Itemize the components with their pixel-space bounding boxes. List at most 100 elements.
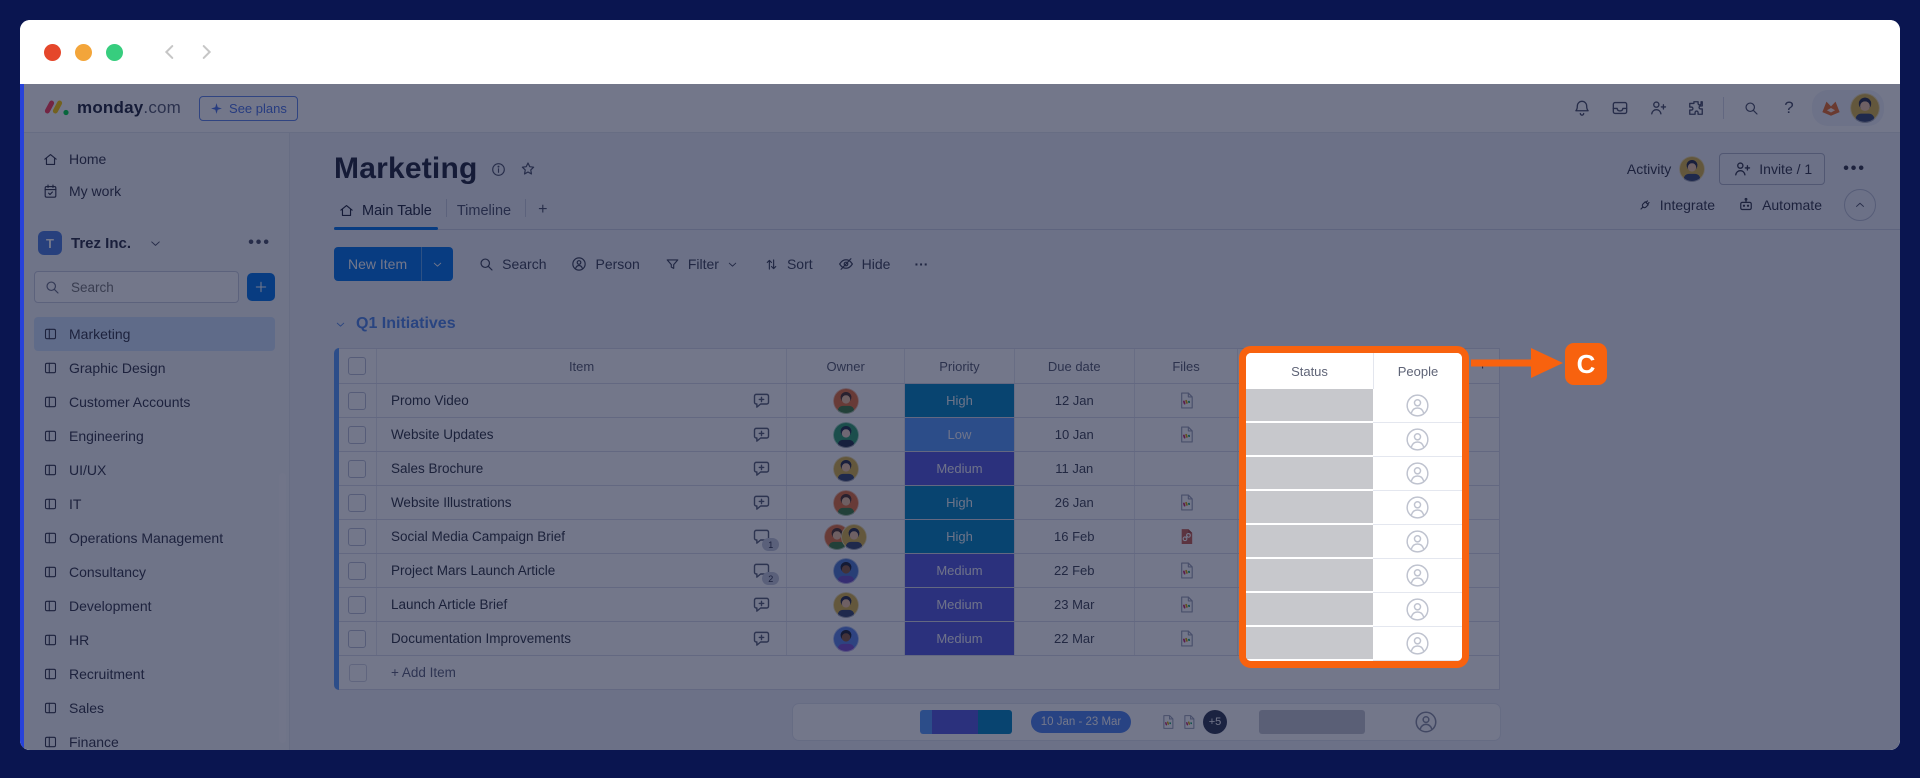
priority-summary[interactable] (911, 704, 1021, 740)
board-info-icon[interactable] (490, 161, 507, 178)
minimize-window-button[interactable] (75, 43, 92, 61)
conversation-icon[interactable] (751, 628, 772, 649)
priority-cell[interactable]: Medium (905, 622, 1015, 655)
sidebar-board-item-consultancy[interactable]: Consultancy (34, 555, 275, 589)
group-title[interactable]: Q1 Initiatives (356, 315, 456, 332)
sidebar-item-home[interactable]: Home (34, 143, 275, 175)
automate-button[interactable]: Automate (1737, 196, 1822, 214)
workspace-selector[interactable]: T Trez Inc. ••• (34, 227, 275, 259)
due-date-cell[interactable]: 11 Jan (1015, 452, 1135, 485)
conversation-icon[interactable] (751, 390, 772, 411)
new-item-button[interactable]: New Item (334, 247, 454, 281)
due-date-cell[interactable]: 23 Mar (1015, 588, 1135, 621)
item-name[interactable]: Social Media Campaign Brief (390, 529, 566, 544)
files-cell[interactable] (1135, 588, 1239, 621)
owner-cell[interactable] (787, 486, 906, 519)
due-date-cell[interactable]: 10 Jan (1015, 418, 1135, 451)
files-cell[interactable] (1135, 520, 1239, 553)
sidebar-board-item-engineering[interactable]: Engineering (34, 419, 275, 453)
spotlight-people-cell[interactable] (1373, 389, 1462, 423)
file-doc-icon[interactable] (1176, 390, 1197, 411)
invite-members-icon[interactable] (1643, 93, 1673, 123)
monday-logo[interactable]: monday.com (44, 97, 181, 119)
close-window-button[interactable] (44, 43, 61, 61)
forward-icon[interactable] (195, 41, 217, 63)
owner-avatar[interactable] (841, 523, 868, 550)
owner-cell[interactable] (787, 384, 906, 417)
sidebar-board-item-ui-ux[interactable]: UI/UX (34, 453, 275, 487)
row-checkbox[interactable] (348, 527, 367, 546)
search-icon[interactable] (1736, 93, 1766, 123)
priority-cell[interactable]: High (905, 520, 1015, 553)
owner-avatar[interactable] (832, 591, 859, 618)
notifications-bell-icon[interactable] (1567, 93, 1597, 123)
back-icon[interactable] (159, 41, 181, 63)
sidebar-board-item-graphic-design[interactable]: Graphic Design (34, 351, 275, 385)
file-doc-icon[interactable] (1176, 594, 1197, 615)
new-item-dropdown-icon[interactable] (421, 247, 453, 281)
spotlight-people-cell[interactable] (1373, 525, 1462, 559)
due-date-cell[interactable]: 22 Mar (1015, 622, 1135, 655)
profile-area[interactable] (1812, 90, 1884, 126)
sidebar-scrollbar[interactable] (279, 473, 286, 743)
spotlight-people-cell[interactable] (1373, 593, 1462, 627)
sidebar-board-item-development[interactable]: Development (34, 589, 275, 623)
add-board-button[interactable] (247, 273, 275, 301)
row-checkbox[interactable] (348, 425, 367, 444)
collapse-header-button[interactable] (1844, 189, 1876, 221)
sidebar-board-item-sales[interactable]: Sales (34, 691, 275, 725)
due-date-cell[interactable]: 16 Feb (1015, 520, 1135, 553)
spotlight-status-cell[interactable] (1246, 593, 1373, 627)
row-checkbox[interactable] (348, 595, 367, 614)
conversation-icon[interactable] (751, 492, 772, 513)
sidebar-search[interactable] (34, 271, 239, 303)
inbox-icon[interactable] (1605, 93, 1635, 123)
files-cell[interactable] (1135, 418, 1239, 451)
whats-new-icon[interactable] (1820, 98, 1842, 118)
conversation-icon[interactable] (751, 594, 772, 615)
spotlight-people-cell[interactable] (1373, 559, 1462, 593)
owner-cell[interactable] (787, 418, 906, 451)
more-files-badge[interactable]: +5 (1203, 710, 1227, 734)
filter-button[interactable]: Filter (664, 256, 739, 273)
spotlight-status-cell[interactable] (1246, 525, 1373, 559)
row-checkbox[interactable] (348, 459, 367, 478)
conversation-icon[interactable]: 2 (751, 560, 780, 585)
files-cell[interactable] (1135, 622, 1239, 655)
sidebar-board-item-it[interactable]: IT (34, 487, 275, 521)
sidebar-board-item-finance[interactable]: Finance (34, 725, 275, 750)
item-name[interactable]: Documentation Improvements (390, 631, 572, 646)
tab-main-table[interactable]: Main Table (334, 202, 446, 230)
file-link-icon[interactable] (1176, 526, 1197, 547)
spotlight-status-cell[interactable] (1246, 559, 1373, 593)
search-button[interactable]: Search (477, 255, 546, 273)
column-header-priority[interactable]: Priority (905, 349, 1015, 383)
item-name[interactable]: Website Illustrations (390, 495, 512, 510)
spotlight-column-header-status[interactable]: Status (1246, 353, 1374, 389)
add-item-label[interactable]: + Add Item (391, 665, 456, 680)
help-icon[interactable]: ? (1784, 98, 1794, 117)
priority-cell[interactable]: Medium (905, 554, 1015, 587)
conversation-icon[interactable] (751, 424, 772, 445)
spotlight-status-cell[interactable] (1246, 491, 1373, 525)
files-summary[interactable]: +5 (1141, 704, 1245, 740)
invite-button[interactable]: Invite / 1 (1719, 153, 1826, 185)
user-avatar[interactable] (1850, 93, 1880, 123)
toolbar-more-button[interactable]: ··· (914, 256, 929, 272)
sidebar-board-item-marketing[interactable]: Marketing (34, 317, 275, 351)
column-header-due-date[interactable]: Due date (1015, 349, 1135, 383)
status-summary[interactable] (1245, 704, 1379, 740)
owner-avatar[interactable] (832, 489, 859, 516)
column-header-files[interactable]: Files (1135, 349, 1239, 383)
row-checkbox[interactable] (348, 493, 367, 512)
file-doc-icon[interactable] (1176, 492, 1197, 513)
tab-timeline[interactable]: Timeline (456, 203, 512, 219)
item-name[interactable]: Sales Brochure (390, 461, 484, 476)
spotlight-status-cell[interactable] (1246, 457, 1373, 491)
priority-cell[interactable]: High (905, 486, 1015, 519)
file-doc-icon[interactable] (1176, 424, 1197, 445)
date-range-pill[interactable]: 10 Jan - 23 Mar (1030, 711, 1132, 733)
item-name[interactable]: Project Mars Launch Article (390, 563, 556, 578)
owner-avatar[interactable] (832, 455, 859, 482)
activity-button[interactable]: Activity (1627, 156, 1706, 182)
